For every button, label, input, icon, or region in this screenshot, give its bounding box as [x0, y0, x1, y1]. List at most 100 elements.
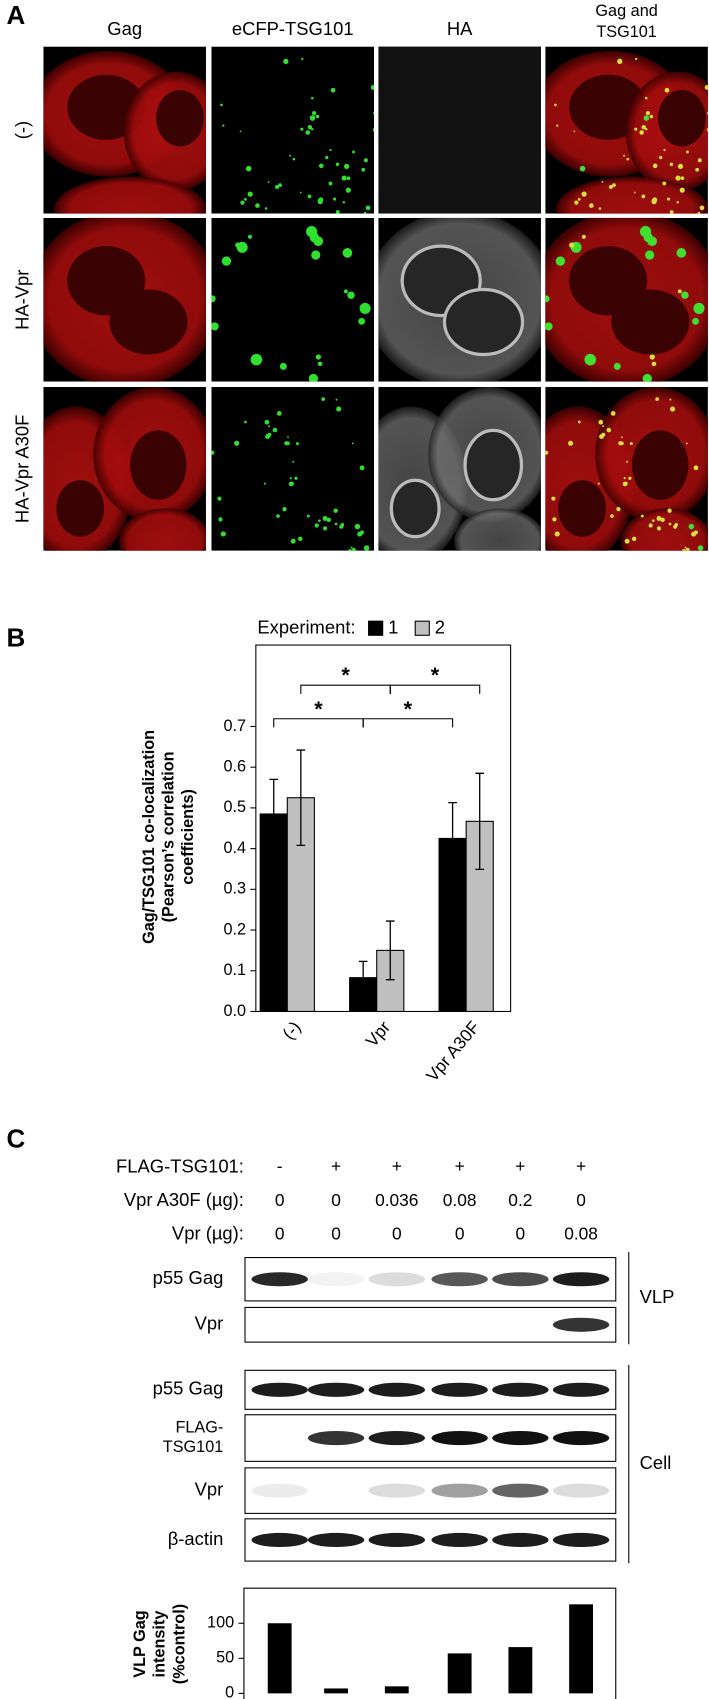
puncta: [308, 373, 319, 382]
puncta: [211, 450, 215, 455]
puncta: [335, 210, 340, 214]
puncta: [573, 130, 576, 133]
puncta: [623, 477, 626, 480]
puncta: [685, 547, 690, 551]
condition-value: 0.08: [443, 1190, 477, 1210]
puncta: [649, 114, 654, 119]
micrograph: [211, 217, 375, 382]
band: [431, 1272, 488, 1287]
puncta: [242, 550, 244, 551]
puncta: [354, 523, 361, 530]
puncta: [283, 58, 289, 64]
cell: [556, 176, 708, 214]
band: [368, 1272, 425, 1287]
puncta: [635, 57, 638, 61]
puncta: [267, 432, 272, 437]
puncta: [613, 362, 621, 370]
puncta: [626, 460, 629, 463]
puncta: [335, 398, 338, 401]
puncta: [581, 191, 587, 197]
puncta: [220, 103, 223, 107]
puncta: [579, 165, 586, 172]
blot-label: Vpr: [195, 1478, 224, 1499]
puncta: [311, 96, 314, 100]
blot: [244, 1467, 617, 1514]
puncta: [276, 411, 282, 416]
micrograph: [43, 217, 206, 382]
column-header: HA: [447, 18, 473, 39]
puncta: [644, 96, 648, 100]
puncta: [688, 523, 695, 530]
puncta: [311, 111, 317, 116]
band: [552, 1272, 610, 1287]
y-tick-label: 0.2: [223, 920, 246, 938]
puncta: [341, 175, 347, 181]
micrograph-bg: [211, 217, 375, 382]
puncta: [647, 236, 657, 247]
y-axis-label: coefficients): [179, 789, 197, 885]
puncta: [625, 482, 628, 485]
error-bar: [475, 772, 485, 871]
puncta: [631, 536, 637, 542]
condition-value: 0.2: [508, 1190, 532, 1210]
puncta: [372, 112, 375, 115]
puncta: [645, 250, 655, 260]
puncta: [645, 111, 651, 116]
puncta: [357, 531, 363, 537]
puncta: [640, 514, 644, 518]
puncta: [291, 482, 294, 485]
puncta: [571, 553, 576, 558]
puncta: [574, 200, 579, 205]
puncta: [621, 436, 623, 439]
puncta: [616, 506, 621, 512]
puncta: [289, 154, 292, 157]
x-tick-label: Vpr: [361, 1017, 394, 1051]
puncta: [693, 302, 705, 314]
puncta: [346, 176, 351, 181]
puncta: [361, 167, 366, 172]
puncta: [598, 419, 604, 425]
puncta: [552, 517, 557, 522]
y-tick-label: 0.5: [223, 798, 246, 816]
puncta: [639, 226, 652, 238]
condition-value: 0: [516, 1223, 526, 1243]
puncta: [629, 442, 633, 446]
puncta: [267, 181, 270, 183]
puncta: [347, 549, 353, 551]
condition-value: +: [515, 1156, 525, 1176]
band: [552, 1317, 610, 1332]
nucleus: [463, 428, 524, 502]
column-header: eCFP-TSG101: [232, 18, 354, 39]
band: [368, 1532, 425, 1548]
puncta: [660, 517, 665, 523]
band: [307, 1532, 365, 1548]
puncta: [211, 295, 216, 303]
condition-value: 0: [331, 1223, 341, 1243]
puncta: [370, 85, 375, 90]
cell: [621, 508, 708, 551]
puncta: [648, 523, 653, 528]
puncta: [677, 289, 682, 294]
puncta: [319, 556, 324, 561]
nucleus: [442, 287, 525, 357]
puncta: [653, 556, 658, 561]
condition-value: +: [455, 1156, 465, 1176]
puncta: [222, 124, 225, 127]
puncta: [272, 427, 278, 433]
condition-value: +: [392, 1156, 402, 1176]
puncta: [245, 165, 252, 172]
significance-mark: *: [314, 696, 323, 721]
puncta: [545, 322, 553, 331]
puncta: [359, 465, 365, 471]
puncta: [697, 158, 702, 163]
y-tick-label: 0.6: [223, 757, 246, 775]
puncta: [287, 436, 289, 439]
y-tick-label: 0.0: [223, 1002, 246, 1020]
puncta: [313, 236, 324, 247]
y-tick-label: 0: [225, 1684, 234, 1699]
band: [251, 1532, 308, 1548]
y-tick-label: 0.1: [223, 961, 246, 979]
significance-mark: *: [404, 696, 413, 721]
puncta: [342, 248, 353, 258]
puncta: [317, 361, 323, 367]
